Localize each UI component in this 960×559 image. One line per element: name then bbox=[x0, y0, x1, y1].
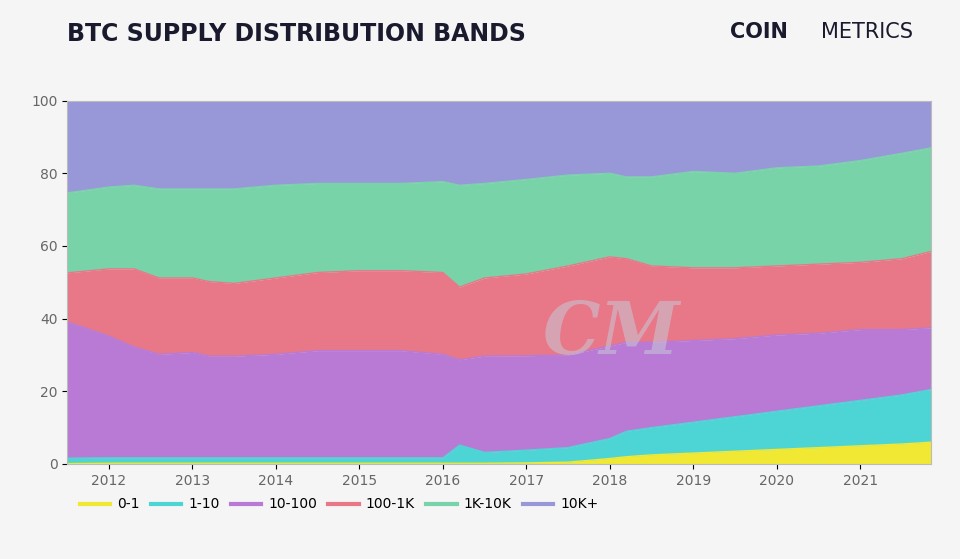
Legend: 0-1, 1-10, 10-100, 100-1K, 1K-10K, 10K+: 0-1, 1-10, 10-100, 100-1K, 1K-10K, 10K+ bbox=[74, 492, 604, 517]
Text: COIN: COIN bbox=[730, 22, 787, 42]
Text: BTC SUPPLY DISTRIBUTION BANDS: BTC SUPPLY DISTRIBUTION BANDS bbox=[67, 22, 526, 46]
Text: CM: CM bbox=[542, 297, 681, 369]
Text: METRICS: METRICS bbox=[821, 22, 913, 42]
